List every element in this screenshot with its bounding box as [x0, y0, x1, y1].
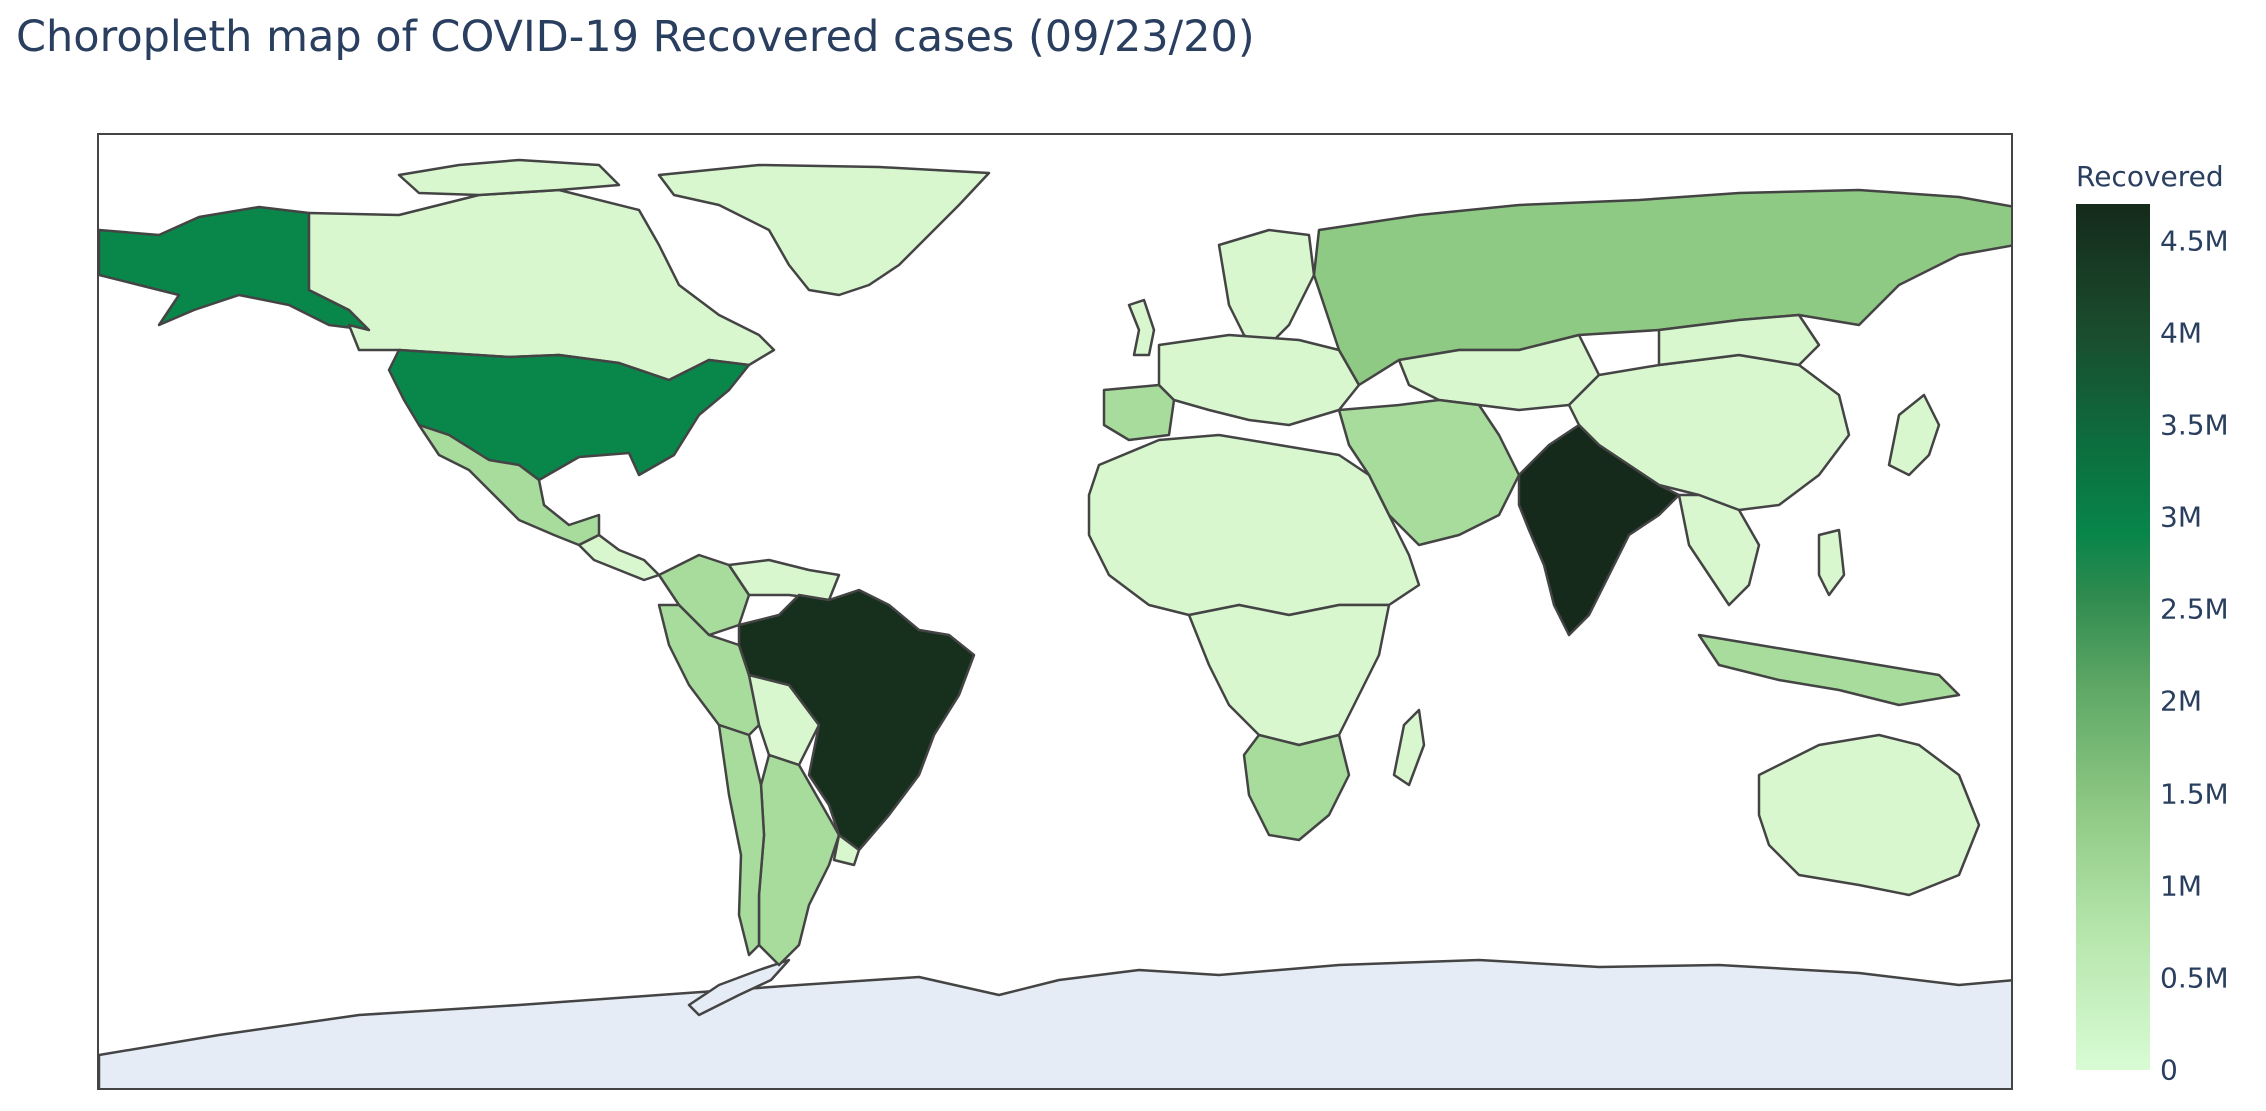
colorbar-tick-label: 4M [2160, 316, 2202, 350]
region-mexico [417, 423, 601, 547]
region-indonesia [1697, 633, 1961, 707]
region-venezuela [727, 558, 841, 602]
region-canada [307, 188, 776, 382]
region-antarctic-peninsula [687, 958, 791, 1017]
world-map[interactable] [99, 135, 2013, 1090]
region-australia [1757, 733, 1981, 897]
region-russia [1312, 188, 2011, 387]
region-central-europe [1157, 333, 1361, 427]
region-alaska [99, 205, 371, 332]
region-uk [1127, 298, 1156, 357]
region-madagascar [1392, 708, 1426, 787]
colorbar-tick-label: 3M [2160, 500, 2202, 534]
region-southeast-asia [1677, 493, 1761, 607]
region-canada-islands [397, 158, 621, 197]
region-mongolia [1657, 313, 1821, 367]
region-south-africa [1242, 733, 1351, 842]
region-greenland [657, 163, 991, 297]
region-central-america [577, 533, 661, 582]
region-philippines [1817, 528, 1846, 597]
colorbar-tick-label: 2M [2160, 684, 2202, 718]
region-iberia [1102, 383, 1176, 442]
region-united-states [387, 348, 751, 482]
colorbar: Recovered 0 0.5M 1M 1.5M 2M 2.5M 3M 3.5M 4M 4.5M [2076, 160, 2266, 1100]
colorbar-tick-label: 0.5M [2160, 961, 2229, 995]
region-india [1517, 423, 1681, 637]
colorbar-tick-label: 2.5M [2160, 592, 2229, 626]
colorbar-gradient [2076, 204, 2150, 1070]
colorbar-tick-label: 1.5M [2160, 777, 2229, 811]
region-central-africa [1187, 603, 1391, 747]
region-uruguay [832, 833, 861, 867]
colorbar-tick-label: 4.5M [2160, 224, 2229, 258]
colorbar-tick-label: 1M [2160, 869, 2202, 903]
chart-title: Choropleth map of COVID-19 Recovered cas… [16, 12, 1255, 62]
region-chile [717, 723, 766, 957]
region-antarctica [99, 958, 2011, 1088]
colorbar-tick-label: 0 [2160, 1053, 2178, 1087]
region-japan [1887, 393, 1941, 477]
region-scandinavia [1217, 228, 1316, 352]
colorbar-title: Recovered [2076, 160, 2224, 193]
map-frame[interactable] [97, 133, 2013, 1090]
colorbar-tick-label: 3.5M [2160, 408, 2229, 442]
region-brazil [737, 588, 976, 852]
